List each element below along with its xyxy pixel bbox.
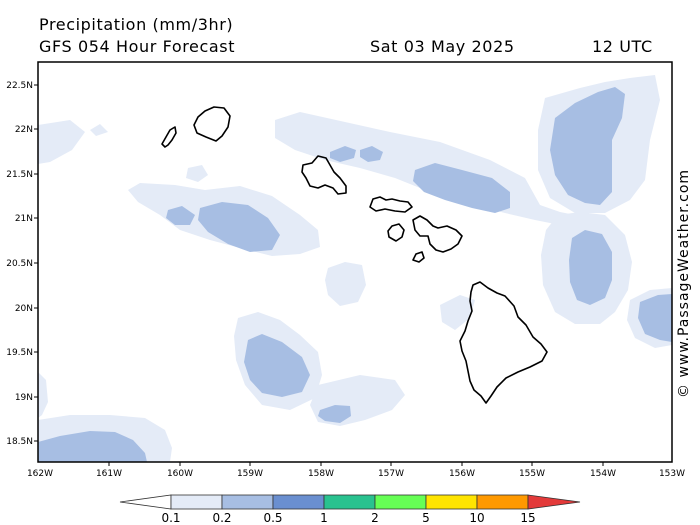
lon-label-153w: 153W	[659, 469, 685, 479]
lat-label-20n: 20N	[15, 304, 33, 314]
hawaii-big-island	[459, 281, 548, 404]
legend-cell-7	[476, 494, 529, 510]
lon-label-156w: 156W	[449, 469, 475, 479]
lat-label-19-5n: 19.5N	[6, 348, 33, 358]
map-title: Precipitation (mm/3hr)	[39, 15, 234, 34]
lat-label-20-5n: 20.5N	[6, 259, 33, 269]
molokai-island	[369, 196, 413, 213]
legend-cell-4	[323, 494, 376, 510]
legend-label-5: 5	[422, 511, 430, 525]
legend-label-10: 10	[469, 511, 484, 525]
lon-label-158w: 158W	[308, 469, 334, 479]
lon-label-160w: 160W	[167, 469, 193, 479]
lon-label-154w: 154W	[590, 469, 616, 479]
legend-label-0-2: 0.2	[212, 511, 231, 525]
medium-precipitation-areas	[38, 87, 672, 462]
lon-label-155w: 155W	[519, 469, 545, 479]
legend-label-0-5: 0.5	[263, 511, 282, 525]
latitude-labels: 22.5N 22N 21.5N 21N 20.5N 20N 19.5N 19N …	[6, 81, 33, 447]
legend-cell-2	[221, 494, 274, 510]
legend-cell-1	[170, 494, 223, 510]
lat-label-22-5n: 22.5N	[6, 81, 33, 91]
kahoolawe-island	[412, 251, 425, 263]
lat-label-18-5n: 18.5N	[6, 437, 33, 447]
legend-cell-3	[272, 494, 325, 510]
lanai-island	[387, 223, 405, 242]
legend-cell-8	[527, 494, 581, 510]
legend-label-2: 2	[371, 511, 379, 525]
legend-cell-6	[425, 494, 478, 510]
forecast-subtitle: GFS 054 Hour Forecast	[39, 37, 236, 56]
color-scale-legend	[119, 494, 581, 510]
lon-label-157w: 157W	[378, 469, 404, 479]
latitude-ticks	[34, 84, 38, 442]
maui-island	[412, 215, 463, 253]
legend-cell-0	[119, 494, 172, 510]
lon-label-162w: 162W	[27, 469, 53, 479]
longitude-labels: 162W 161W 160W 159W 158W 157W 156W 155W …	[27, 469, 685, 479]
legend-label-15: 15	[520, 511, 535, 525]
niihau-island	[161, 126, 177, 148]
oahu-island	[301, 155, 347, 195]
kauai-island	[193, 106, 231, 142]
precipitation-field	[38, 75, 672, 462]
lat-label-21n: 21N	[15, 214, 33, 224]
lat-label-21-5n: 21.5N	[6, 170, 33, 180]
lon-label-159w: 159W	[237, 469, 263, 479]
forecast-date: Sat 03 May 2025	[370, 37, 515, 56]
lat-label-22n: 22N	[15, 125, 33, 135]
lat-label-19n: 19N	[15, 393, 33, 403]
longitude-ticks	[108, 462, 604, 466]
legend-labels: 0.1 0.2 0.5 1 2 5 10 15	[161, 511, 535, 525]
island-coastlines	[161, 106, 548, 404]
legend-cell-5	[374, 494, 427, 510]
legend-label-0-1: 0.1	[161, 511, 180, 525]
passageweather-watermark: © www.PassageWeather.com	[676, 168, 692, 398]
legend-label-1: 1	[320, 511, 328, 525]
forecast-time: 12 UTC	[592, 37, 653, 56]
lon-label-161w: 161W	[96, 469, 122, 479]
plot-frame	[37, 61, 673, 463]
